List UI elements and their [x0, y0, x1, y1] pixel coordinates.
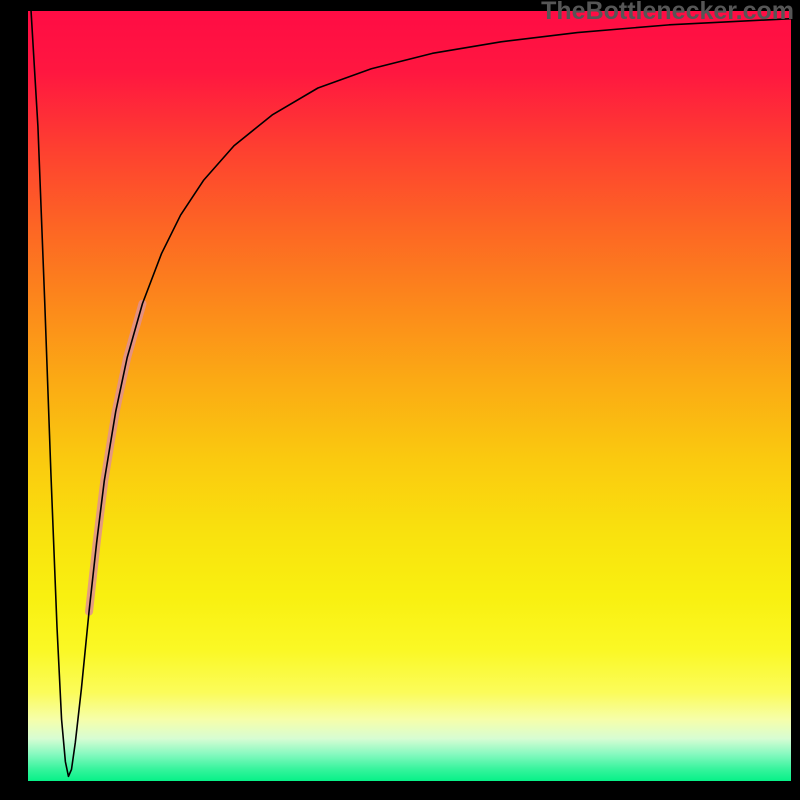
curve-highlight-segment — [89, 304, 142, 612]
chart-container: TheBottlenecker.com — [0, 0, 800, 800]
bottleneck-curve — [31, 11, 791, 776]
plot-area — [28, 11, 791, 781]
curve-layer — [28, 11, 791, 781]
watermark-text: TheBottlenecker.com — [541, 0, 794, 26]
